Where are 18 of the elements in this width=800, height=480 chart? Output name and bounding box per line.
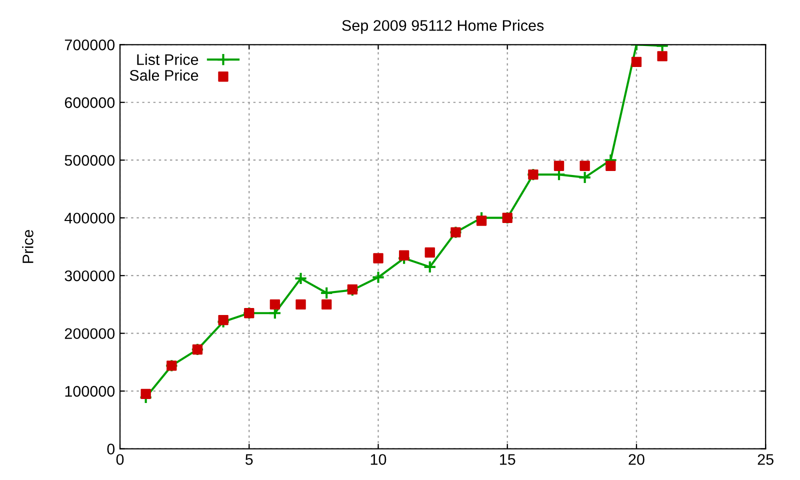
x-tick-label: 0: [116, 454, 124, 465]
x-tick-label: 15: [500, 454, 516, 465]
x-tick-label: 25: [758, 454, 774, 465]
legend-label: Sale Price: [130, 70, 198, 81]
x-tick-label: 5: [245, 454, 253, 465]
x-tick-label: 20: [628, 454, 644, 465]
y-tick-label: 200000: [64, 328, 115, 340]
legend-label: List Price: [137, 54, 198, 66]
y-tick-label: 700000: [64, 40, 115, 50]
chart-title: Sep 2009 95112 Home Prices: [342, 20, 544, 34]
y-tick-label: 600000: [64, 97, 115, 108]
x-tick-label: 10: [370, 454, 386, 465]
y-tick-label: 300000: [64, 270, 115, 282]
y-tick-label: 400000: [64, 212, 115, 224]
y-tick-label: 100000: [65, 386, 115, 397]
y-tick-label: 0: [107, 444, 115, 454]
y-tick-label: 500000: [64, 154, 115, 166]
y-axis-title: Price: [22, 230, 34, 263]
